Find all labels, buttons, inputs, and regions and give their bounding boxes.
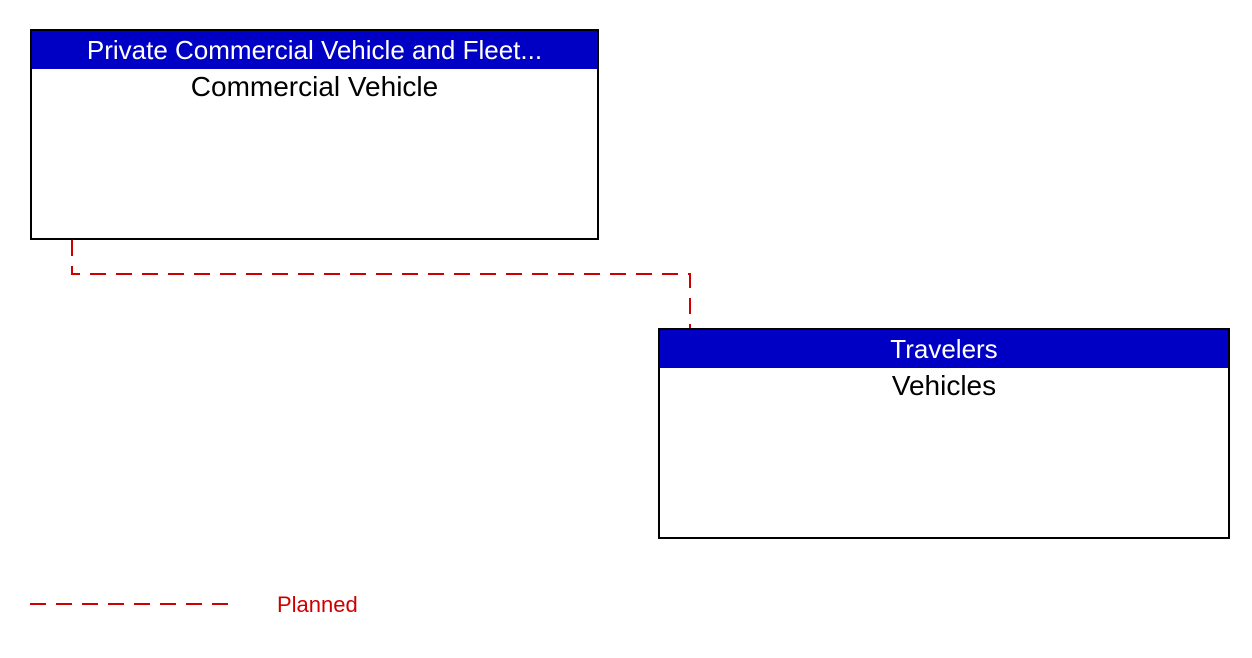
node-header-commercial-vehicle: Private Commercial Vehicle and Fleet... — [32, 31, 597, 69]
legend-label-planned: Planned — [277, 592, 358, 618]
node-header-travelers: Travelers — [660, 330, 1228, 368]
node-body-travelers: Vehicles — [660, 368, 1228, 402]
edge-commercial-to-travelers — [72, 240, 690, 328]
node-commercial-vehicle: Private Commercial Vehicle and Fleet... … — [30, 29, 599, 240]
node-body-commercial-vehicle: Commercial Vehicle — [32, 69, 597, 103]
node-travelers: Travelers Vehicles — [658, 328, 1230, 539]
